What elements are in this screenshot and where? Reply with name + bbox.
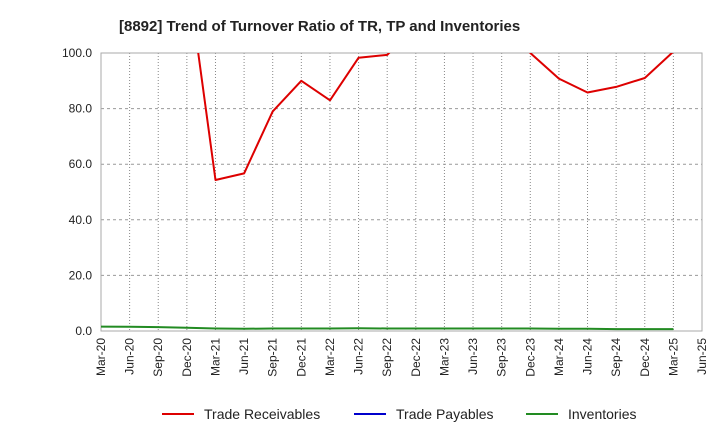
x-tick-label: Jun-23 [466,338,480,375]
axis-layer: 0.0 20.0 40.0 60.0 80.0 100.0 Mar-20 Jun-20 Sep-… [62,46,709,377]
x-tick-label: Mar-22 [323,338,337,376]
y-tick-label: 0.0 [75,324,92,338]
x-tick-label: Dec-20 [180,338,194,377]
x-tick-label: Mar-24 [552,338,566,376]
legend-label-inventories: Inventories [568,406,636,422]
legend-label-trade-payables: Trade Payables [396,406,494,422]
plot-frame [100,52,703,332]
x-tick-label: Mar-20 [94,338,108,376]
legend-label-trade-receivables: Trade Receivables [204,406,320,422]
x-tick-label: Sep-20 [151,338,165,377]
chart-title: [8892] Trend of Turnover Ratio of TR, TP… [119,18,520,35]
x-tick-label: Dec-24 [638,338,652,377]
y-tick-label: 40.0 [69,213,93,227]
x-tick-label: Jun-22 [352,338,366,375]
series-line-inventories [101,325,674,331]
series-layer [101,53,674,331]
x-tick-label: Jun-25 [695,338,709,375]
grid-layer [101,53,702,331]
x-tick-label: Jun-21 [237,338,251,375]
y-tick-label: 100.0 [62,46,92,60]
x-tick-label: Jun-20 [123,338,137,375]
y-tick-label: 20.0 [69,268,93,282]
x-tick-label: Sep-22 [380,338,394,377]
y-tick-label: 60.0 [69,157,93,171]
x-tick-label: Jun-24 [581,338,595,375]
x-tick-label: Dec-21 [294,338,308,377]
x-tick-label: Sep-23 [495,338,509,377]
x-tick-label: Sep-24 [609,338,623,377]
series-line-trade-receivables [197,53,674,181]
x-tick-label: Dec-22 [409,338,423,377]
x-tick-label: Mar-25 [666,338,680,376]
legend: Trade Receivables Trade Payables Inventori… [162,406,636,422]
x-tick-label: Dec-23 [523,338,537,377]
x-tick-label: Mar-21 [208,338,222,376]
x-tick-label: Mar-23 [437,338,451,376]
x-tick-label: Sep-21 [266,338,280,377]
y-tick-label: 80.0 [69,102,93,116]
